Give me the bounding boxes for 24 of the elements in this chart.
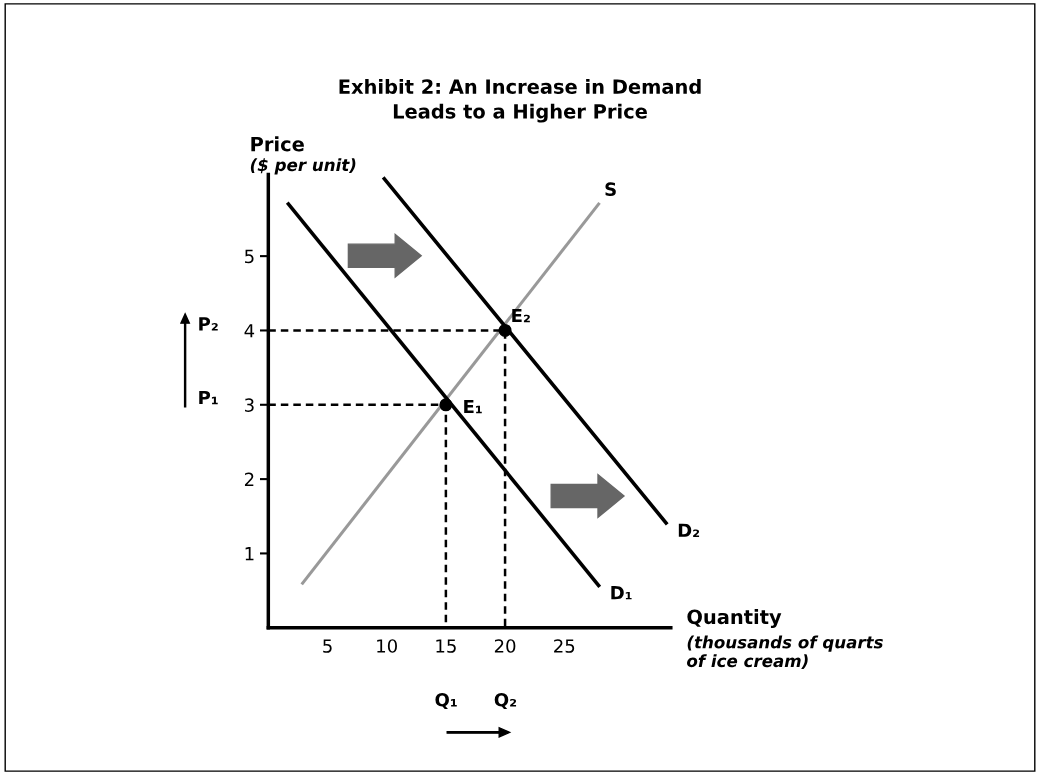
y-tick-label: 2 (244, 472, 254, 486)
x-axis-title: Quantity (687, 609, 782, 629)
x-tick-label: 20 (494, 639, 516, 653)
annotation: S (605, 182, 616, 197)
x-tick-label: 5 (323, 639, 332, 653)
text: P₂ (199, 317, 218, 331)
text: P₁ (199, 390, 218, 405)
y-tick-label: 5 (245, 249, 254, 264)
y-tick-label: 4 (244, 324, 255, 338)
annotation: E₂ (512, 308, 530, 323)
chart-title: Exhibit 2: An Increase in Demand Leads to a Higher Price (339, 78, 701, 123)
x-tick-label: 10 (377, 639, 397, 653)
y-tick-label: 1 (245, 547, 254, 561)
text: Q₁ (435, 692, 457, 709)
y-axis-title: Price (251, 136, 304, 152)
annotation: E₁ (464, 399, 482, 414)
x-tick-label: 25 (554, 639, 575, 653)
y-tick-label: 3 (245, 398, 254, 412)
text: Q₂ (494, 692, 517, 709)
x-tick-label: 15 (436, 639, 456, 653)
text: (thousands of quarts of ice cream) (687, 635, 883, 670)
annotation: ($ per unit) (250, 158, 356, 175)
annotation: D₂ (678, 523, 700, 537)
annotation: D₁ (611, 586, 632, 600)
